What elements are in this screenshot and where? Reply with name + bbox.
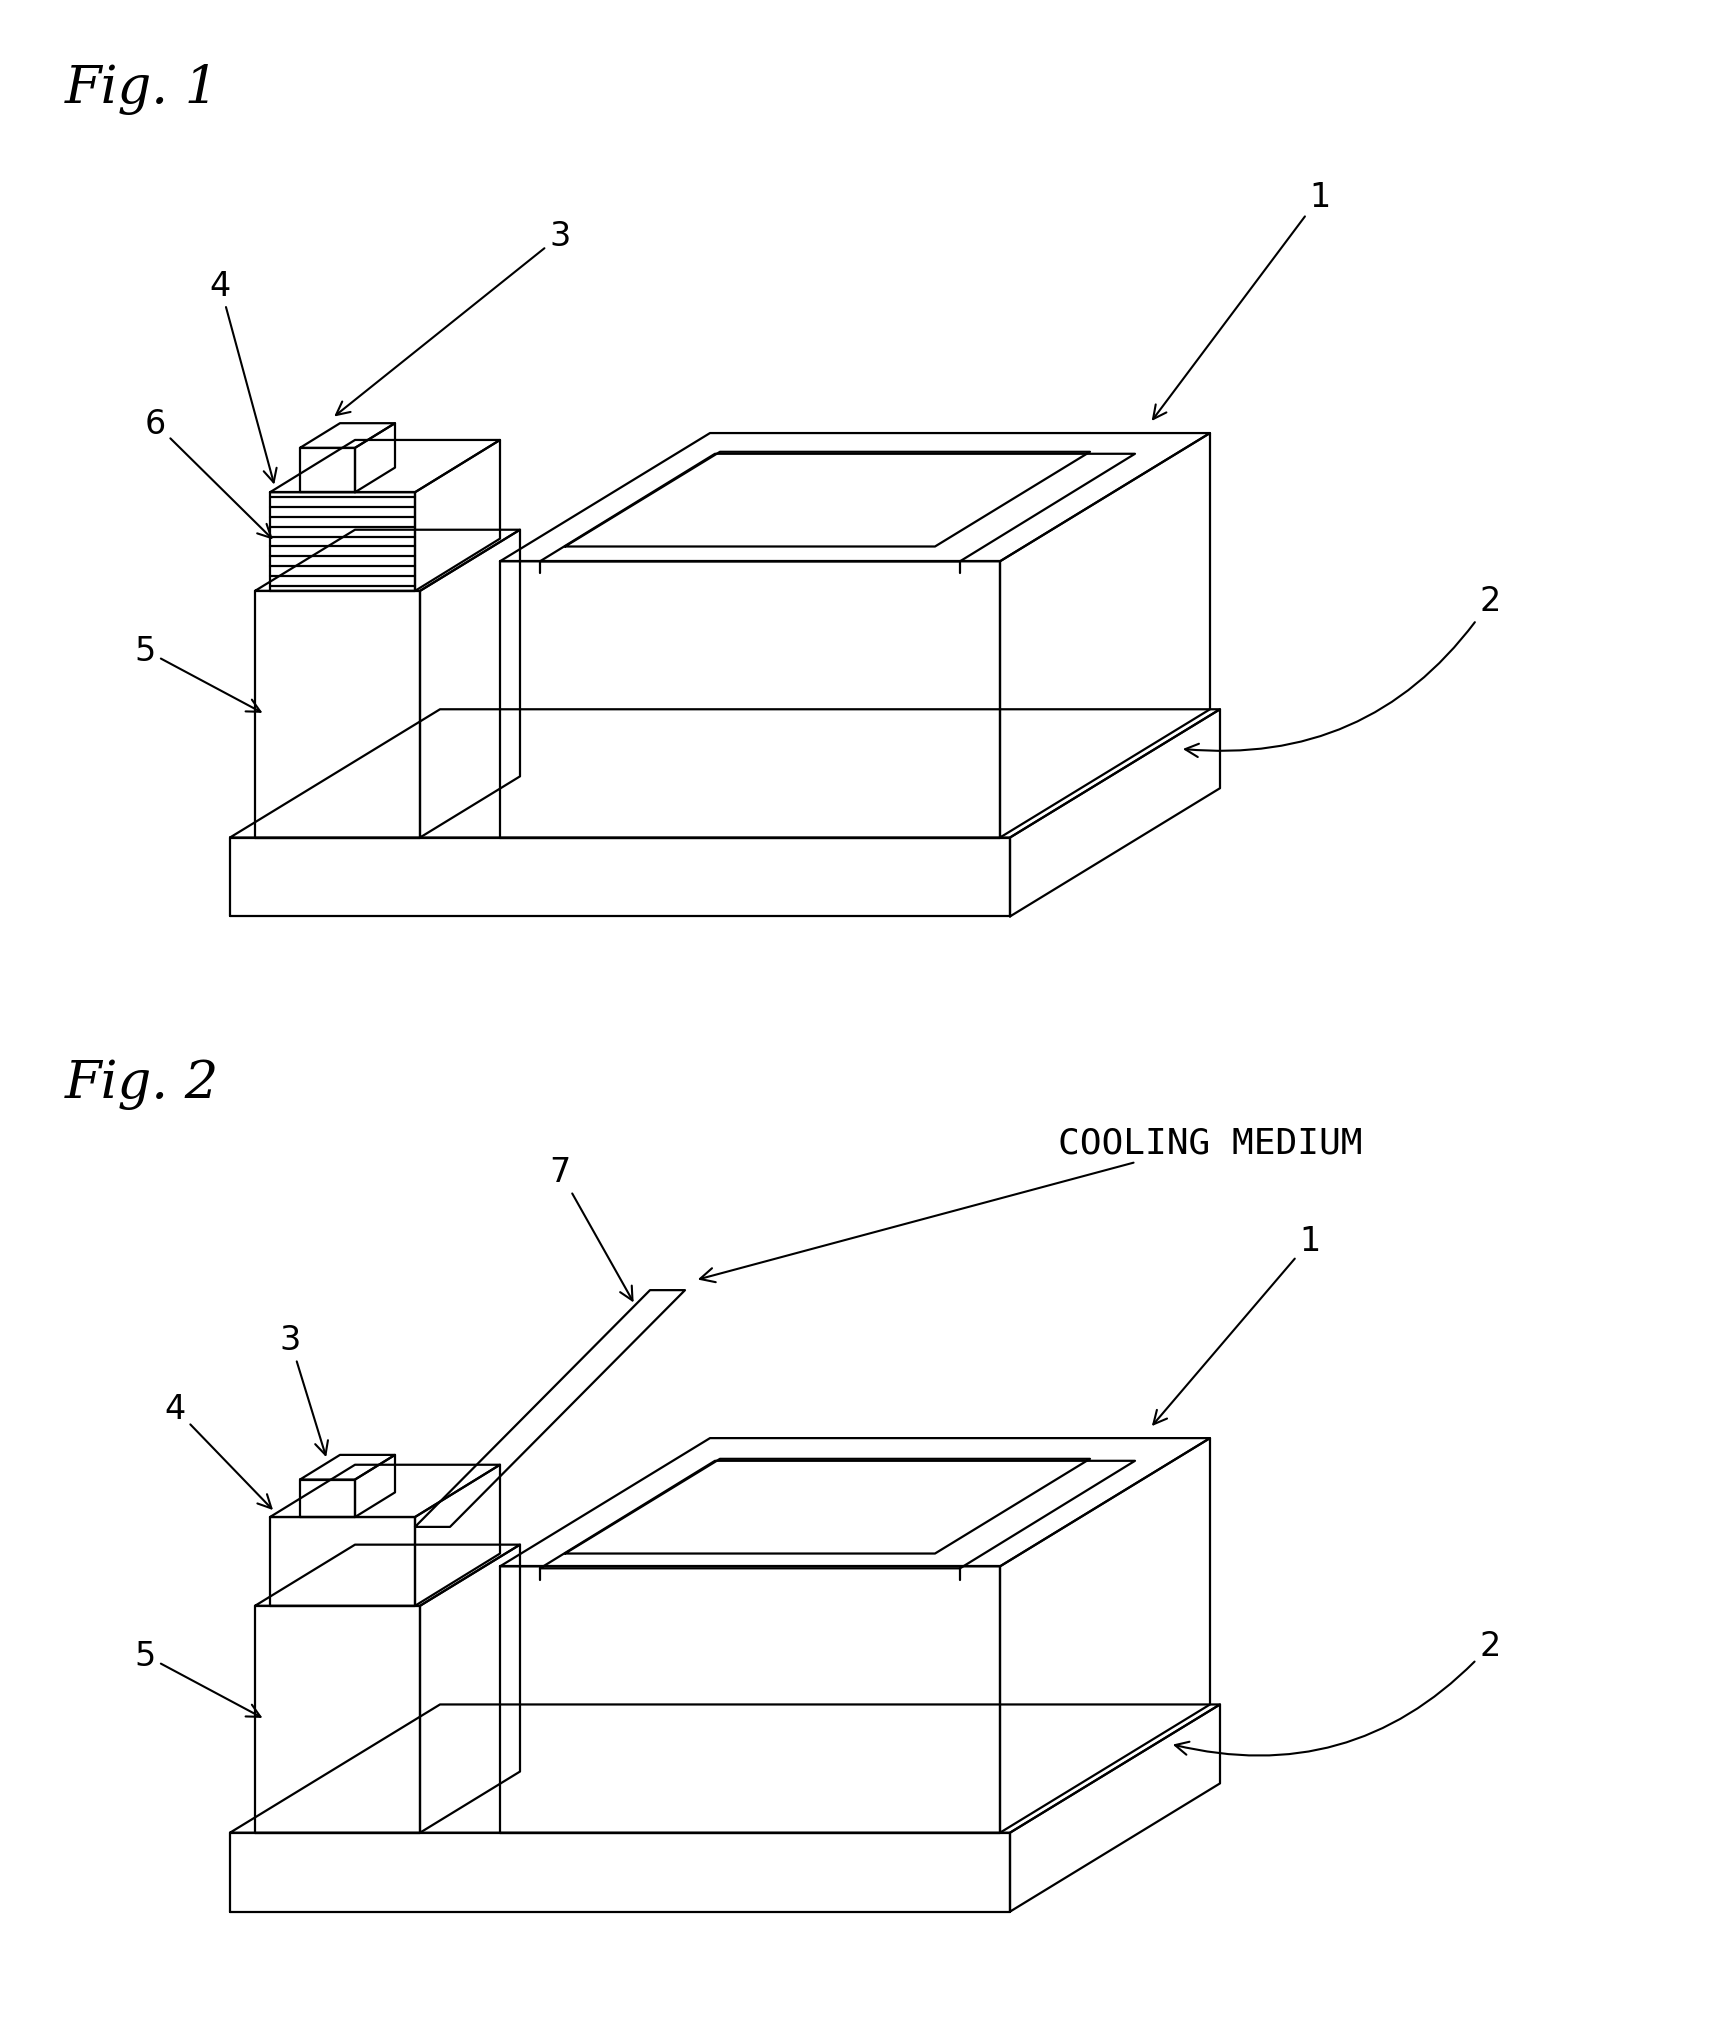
Text: 2: 2 <box>1174 1628 1500 1756</box>
Text: 3: 3 <box>279 1324 327 1456</box>
Text: 6: 6 <box>145 408 272 538</box>
Text: 4: 4 <box>164 1393 272 1508</box>
Text: 5: 5 <box>134 1638 260 1717</box>
Text: Fig. 1: Fig. 1 <box>65 65 219 116</box>
Text: 5: 5 <box>134 633 260 713</box>
Text: 3: 3 <box>336 219 570 416</box>
Text: 1: 1 <box>1154 181 1331 420</box>
Text: 4: 4 <box>210 270 277 483</box>
Text: 7: 7 <box>549 1155 632 1301</box>
Text: 2: 2 <box>1185 585 1500 757</box>
Text: 1: 1 <box>1154 1224 1321 1425</box>
Text: COOLING MEDIUM: COOLING MEDIUM <box>699 1125 1362 1283</box>
Text: Fig. 2: Fig. 2 <box>65 1060 219 1110</box>
